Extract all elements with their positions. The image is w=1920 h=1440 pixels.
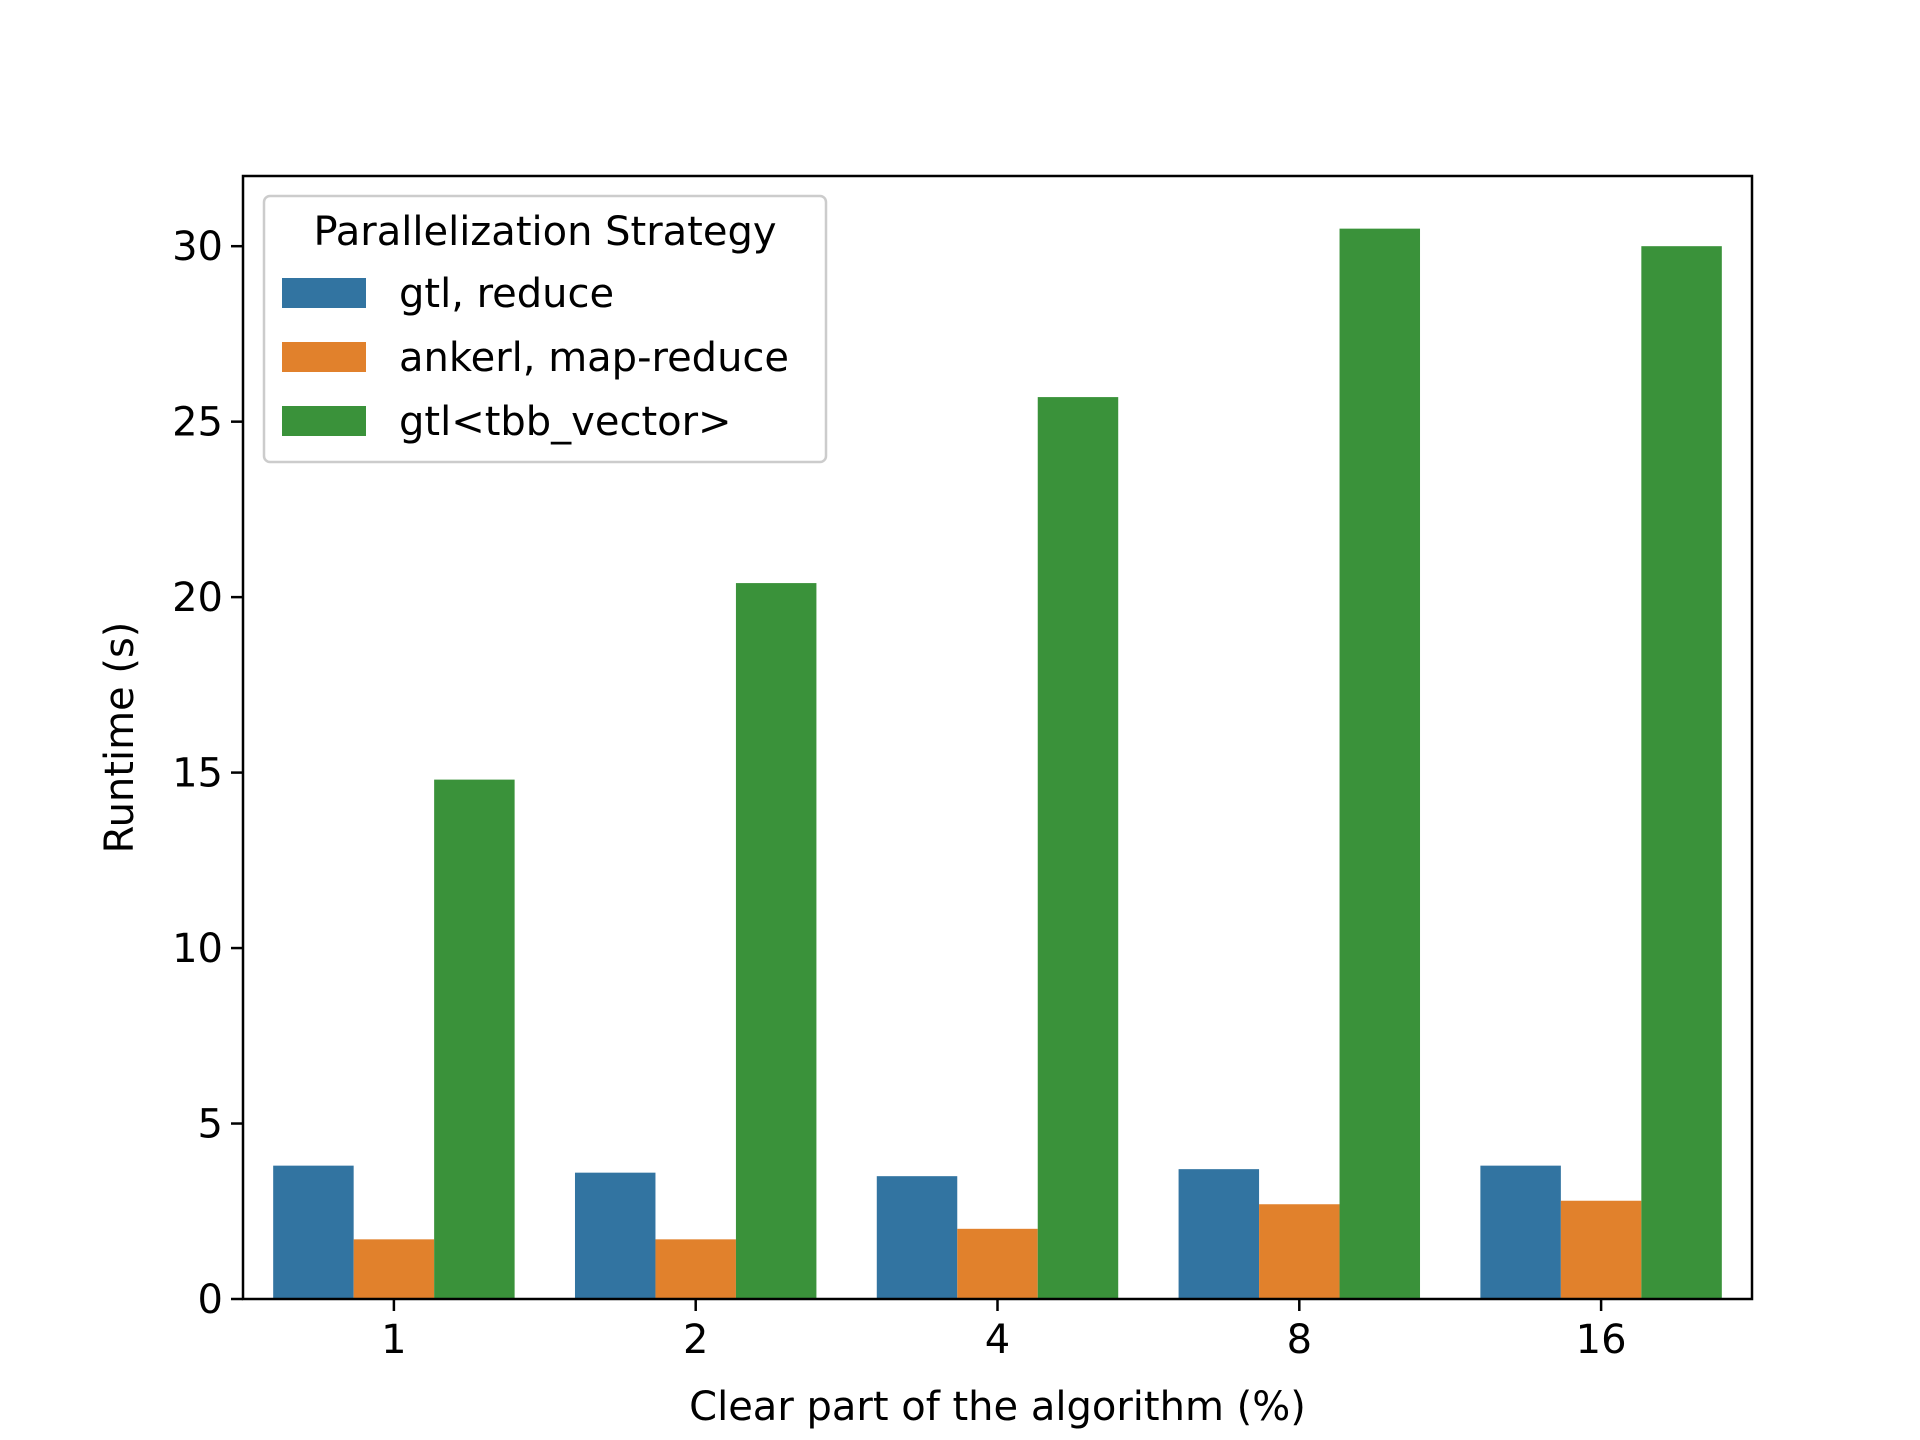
y-tick-label: 30 — [172, 224, 223, 270]
bar-gtl-reduce-2 — [574, 1172, 656, 1299]
bar-gtl-reduce-4 — [876, 1176, 958, 1299]
y-tick-label: 20 — [172, 575, 223, 621]
bar-gtl-tbb-vector--4 — [1037, 397, 1119, 1299]
bar-ankerl-map-reduce-2 — [655, 1239, 736, 1299]
legend-box — [262, 194, 828, 464]
bars-group — [273, 228, 1722, 1299]
x-tick-label: 4 — [985, 1317, 1010, 1363]
y-tick-label: 5 — [198, 1102, 223, 1148]
bar-ankerl-map-reduce-4 — [957, 1228, 1038, 1299]
legend-swatch — [282, 278, 366, 308]
bar-ankerl-map-reduce-8 — [1259, 1204, 1340, 1299]
bar-gtl-reduce-1 — [273, 1165, 354, 1299]
bar-ankerl-map-reduce-16 — [1560, 1200, 1642, 1299]
legend-label: gtl, reduce — [399, 271, 614, 317]
x-tick-label: 8 — [1287, 1317, 1312, 1363]
legend-title: Parallelization Strategy — [313, 209, 776, 255]
axis-ticks: 1 2 4 8 16 0 5 10 15 20 25 30 — [172, 224, 1626, 1363]
y-tick-label: 0 — [198, 1277, 223, 1323]
legend-swatch — [282, 406, 366, 436]
plot-frame — [241, 174, 1754, 1301]
bar-gtl-tbb-vector--1 — [434, 779, 515, 1299]
bar-gtl-reduce-8 — [1178, 1169, 1260, 1299]
bar-ankerl-map-reduce-1 — [353, 1239, 435, 1299]
bar-gtl-tbb-vector--8 — [1339, 228, 1421, 1299]
legend: Parallelization Strategy gtl, reduce anke… — [262, 194, 828, 464]
legend-items: gtl, reduce ankerl, map-reduce gtl<tbb_vec… — [282, 271, 789, 445]
bar-gtl-reduce-16 — [1480, 1165, 1561, 1299]
y-axis-label: Runtime (s) — [97, 622, 143, 854]
y-tick-label: 15 — [172, 751, 223, 797]
y-tick-label: 10 — [172, 926, 223, 972]
legend-swatch — [282, 342, 366, 372]
legend-label: ankerl, map-reduce — [399, 335, 789, 381]
x-tick-label: 16 — [1576, 1317, 1627, 1363]
legend-label: gtl<tbb_vector> — [399, 399, 732, 445]
x-tick-label: 2 — [683, 1317, 708, 1363]
bar-gtl-tbb-vector--2 — [735, 583, 817, 1299]
x-axis-label: Clear part of the algorithm (%) — [689, 1384, 1306, 1430]
bar-gtl-tbb-vector--16 — [1641, 246, 1722, 1299]
y-tick-label: 25 — [172, 400, 223, 446]
x-tick-label: 1 — [381, 1317, 406, 1363]
